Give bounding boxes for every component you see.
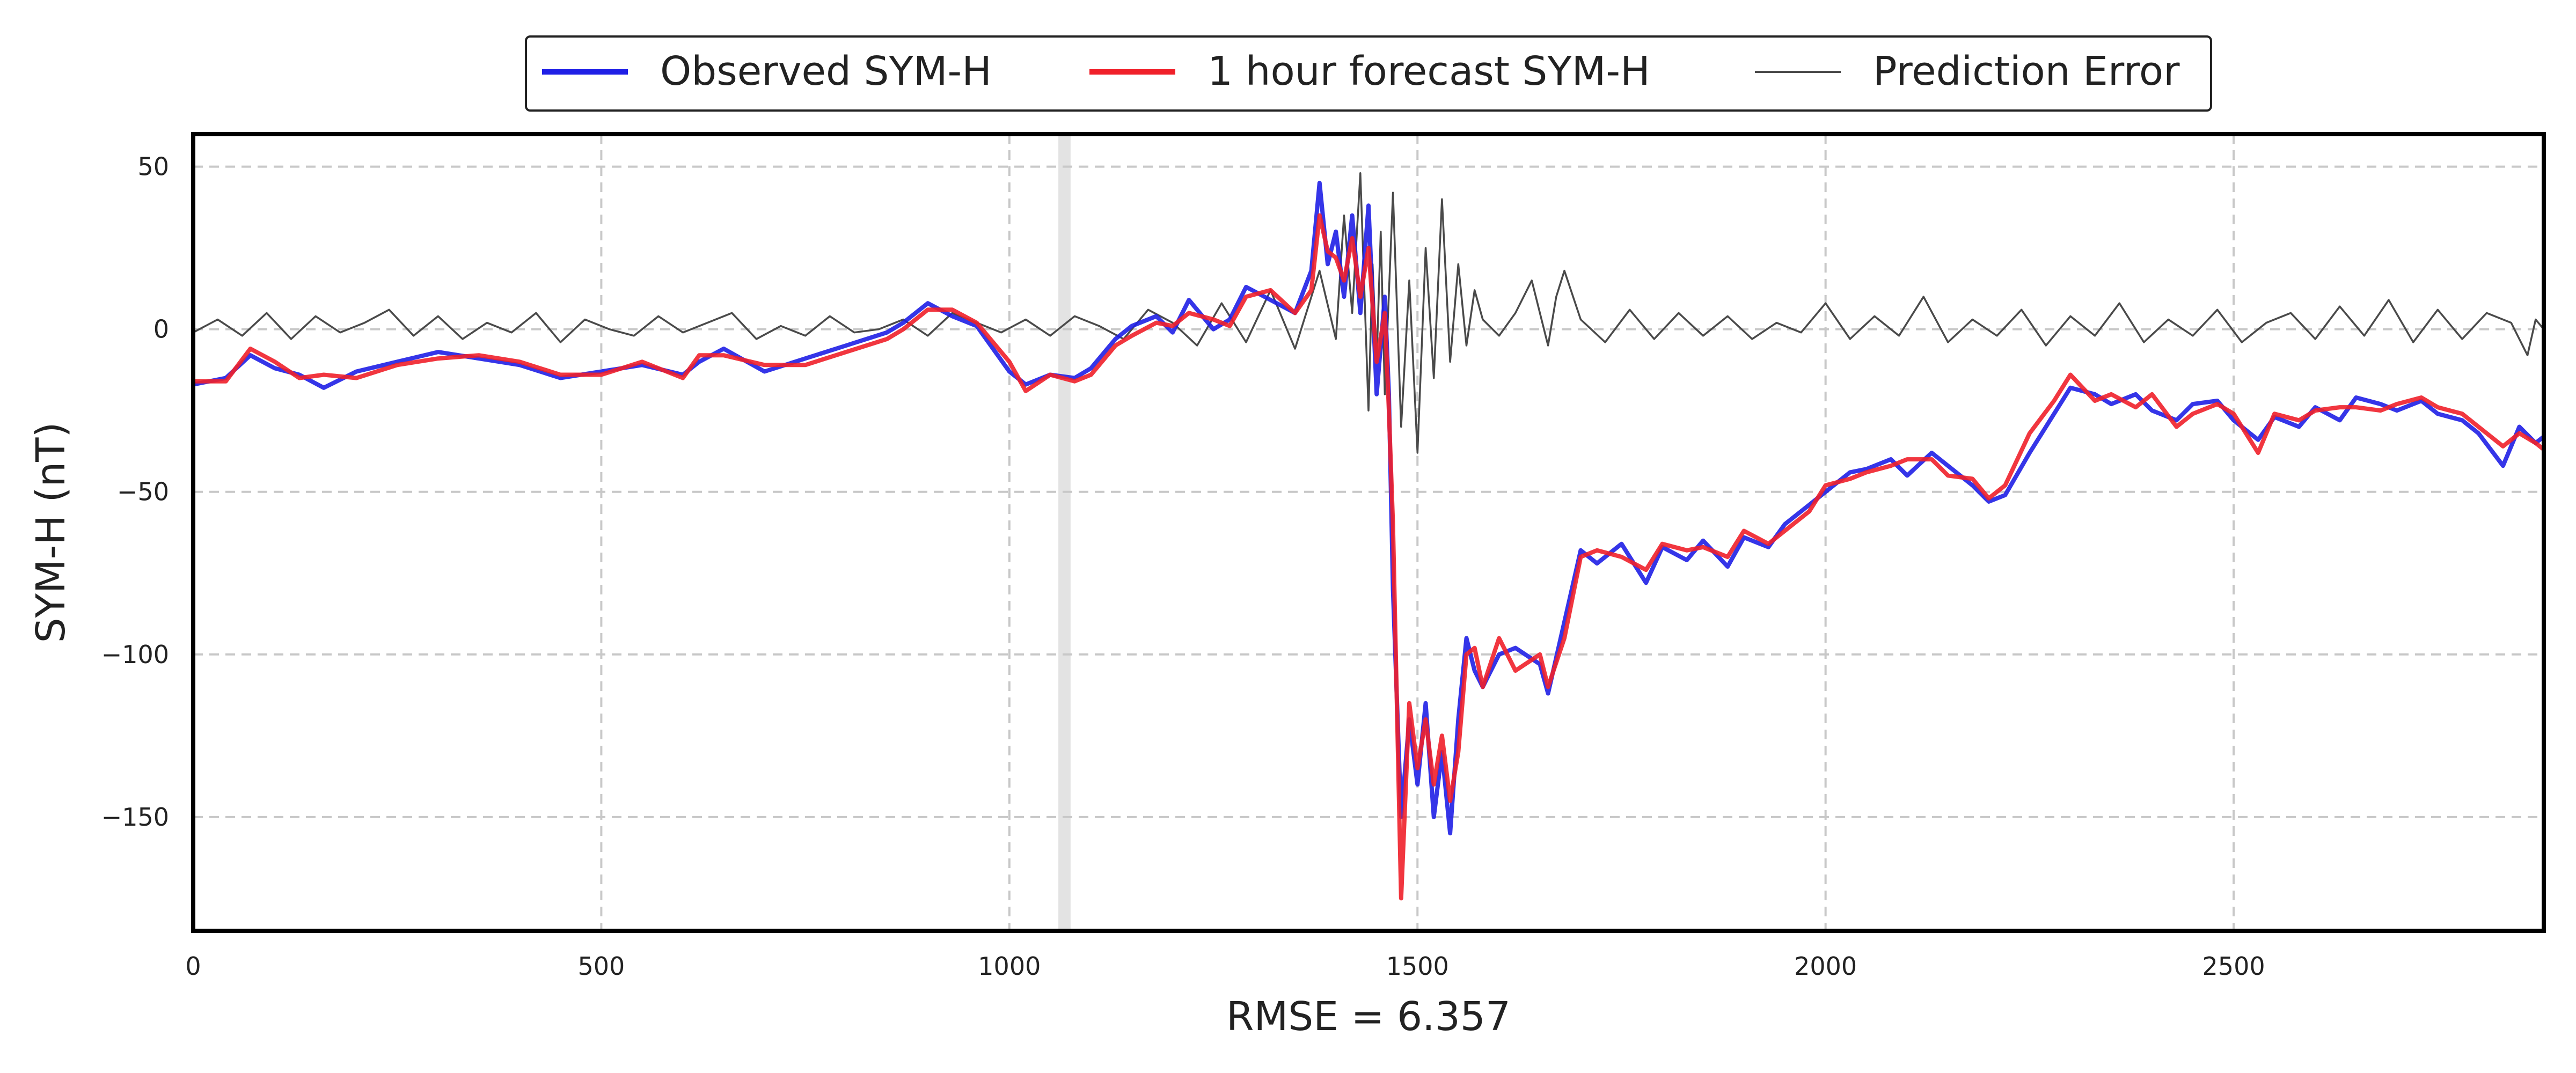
series-line-observed (193, 180, 2545, 836)
x-axis-label: RMSE = 6.357 (1226, 994, 1511, 1040)
legend-label-forecast: 1 hour forecast SYM-H (1208, 48, 1650, 94)
series-layer (193, 172, 2545, 901)
y-tick-label: 50 (137, 152, 169, 181)
series-line-forecast (193, 213, 2545, 901)
legend-item-error: Prediction Error (1755, 48, 2180, 94)
y-axis-label: SYM-H (nT) (28, 422, 74, 643)
x-tick-label: 0 (185, 952, 201, 981)
highlight-band (1058, 134, 1071, 931)
series-line-error (193, 172, 2545, 454)
x-tick-label: 1500 (1386, 952, 1449, 981)
x-tick-label: 2500 (2202, 952, 2265, 981)
y-tick-label: −150 (101, 803, 169, 832)
x-tick-label: 2000 (1794, 952, 1857, 981)
legend-item-observed: Observed SYM-H (542, 48, 992, 94)
x-tick-label: 500 (578, 952, 625, 981)
legend: Observed SYM-H 1 hour forecast SYM-H Pre… (525, 35, 2212, 112)
y-tick-label: 0 (153, 315, 169, 344)
plot-frame (191, 132, 2546, 933)
legend-item-forecast: 1 hour forecast SYM-H (1089, 48, 1650, 94)
y-tick-label: −100 (101, 640, 169, 669)
x-tick-label: 1000 (978, 952, 1041, 981)
legend-box (525, 35, 2212, 112)
legend-label-error: Prediction Error (1873, 48, 2180, 94)
legend-label-observed: Observed SYM-H (660, 48, 992, 94)
grid-layer (193, 134, 2544, 931)
highlight-band-layer (1058, 134, 1071, 931)
y-tick-label: −50 (117, 477, 169, 506)
